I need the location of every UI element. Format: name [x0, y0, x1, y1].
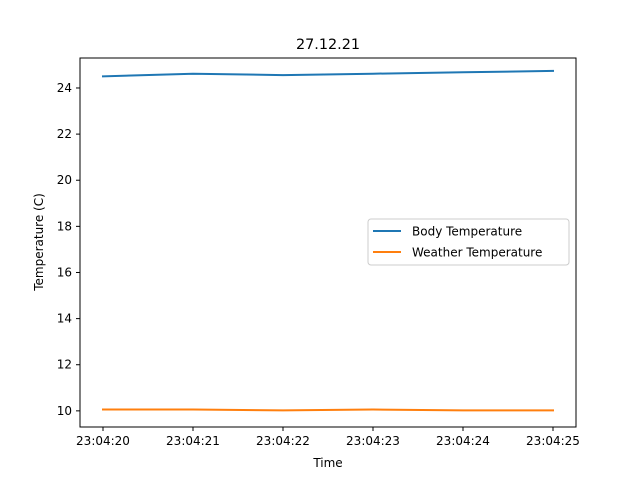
y-axis-ticks: 10 12 14 16 18 20 22 24 [57, 81, 80, 418]
x-tick-label: 23:04:21 [166, 434, 220, 448]
legend-label: Weather Temperature [412, 246, 542, 260]
legend: Body Temperature Weather Temperature [367, 218, 570, 266]
x-tick-label: 23:04:20 [76, 434, 130, 448]
x-tick-label: 23:04:25 [526, 434, 580, 448]
y-tick-label: 14 [57, 312, 72, 326]
y-tick-label: 18 [57, 219, 72, 233]
x-tick-label: 23:04:23 [346, 434, 400, 448]
chart-title: 27.12.21 [296, 37, 360, 53]
y-tick-label: 22 [57, 127, 72, 141]
y-tick-label: 12 [57, 358, 72, 372]
y-tick-label: 20 [57, 173, 72, 187]
legend-box [367, 218, 570, 266]
x-tick-label: 23:04:24 [436, 434, 490, 448]
y-tick-label: 10 [57, 404, 72, 418]
series-layer [101, 69, 555, 412]
legend-label: Body Temperature [412, 225, 522, 239]
y-tick-label: 16 [57, 265, 72, 279]
x-tick-label: 23:04:22 [256, 434, 310, 448]
series-line-2 [102, 408, 554, 412]
y-axis-label: Temperature (C) [32, 193, 46, 292]
y-tick-label: 24 [57, 81, 72, 95]
x-axis-label: Time [312, 456, 342, 470]
plot-area-frame [79, 57, 577, 428]
x-axis-ticks: 23:04:20 23:04:21 23:04:22 23:04:23 23:04:24… [76, 427, 580, 448]
series-line-1 [101, 69, 555, 78]
